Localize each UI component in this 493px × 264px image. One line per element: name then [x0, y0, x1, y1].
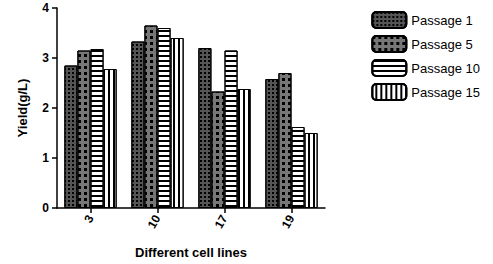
- svg-text:Yield(g/L): Yield(g/L): [15, 79, 30, 138]
- svg-text:17: 17: [212, 212, 231, 231]
- svg-text:3: 3: [42, 51, 49, 65]
- svg-text:3: 3: [81, 212, 97, 225]
- svg-text:19: 19: [279, 212, 298, 231]
- svg-text:2: 2: [42, 101, 49, 115]
- svg-text:Passage 10: Passage 10: [411, 61, 480, 76]
- svg-text:Passage 15: Passage 15: [411, 85, 480, 100]
- svg-text:0: 0: [42, 201, 49, 215]
- svg-text:4: 4: [42, 1, 49, 15]
- svg-text:Passage 5: Passage 5: [411, 37, 472, 52]
- svg-text:Different cell lines: Different cell lines: [135, 245, 247, 260]
- svg-text:1: 1: [42, 151, 49, 165]
- svg-text:10: 10: [145, 212, 164, 231]
- svg-text:Passage 1: Passage 1: [411, 13, 472, 28]
